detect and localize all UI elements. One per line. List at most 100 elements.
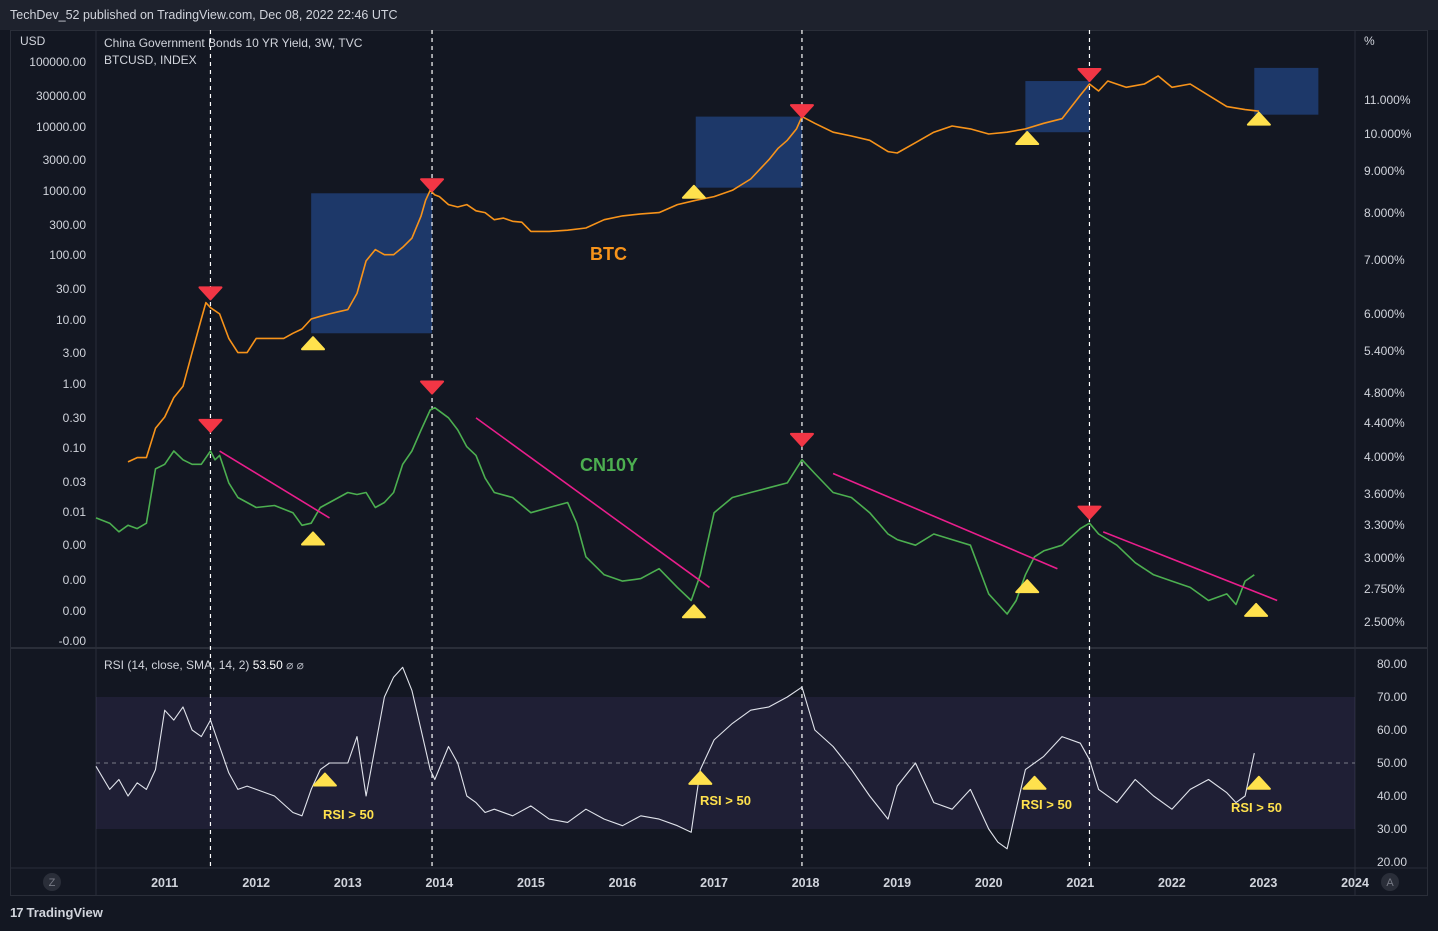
rsi-axis-tick: 40.00 [1377, 789, 1407, 803]
right-axis-tick: 9.000% [1364, 164, 1405, 178]
time-axis-tick: 2019 [883, 876, 911, 890]
buy-marker-8 [312, 772, 337, 787]
right-axis-tick: 6.000% [1364, 307, 1405, 321]
top-bar [0, 0, 1438, 30]
left-axis-tick: 30.00 [56, 282, 86, 296]
sell-marker-1 [420, 178, 445, 193]
left-axis-tick: 100000.00 [29, 55, 86, 69]
right-axis-tick: 2.500% [1364, 615, 1405, 629]
left-axis-tick: 0.00 [63, 538, 87, 552]
buy-marker-6 [1015, 579, 1040, 594]
legend-line1: China Government Bonds 10 YR Yield, 3W, … [104, 36, 363, 50]
left-axis-tick: 3.00 [63, 346, 87, 360]
left-axis-tick: 0.01 [63, 505, 87, 519]
sell-marker-0 [198, 286, 223, 301]
buy-marker-5 [681, 604, 706, 619]
time-axis-tick: 2014 [425, 876, 453, 890]
sell-marker-2 [789, 104, 814, 119]
right-axis-tick: 2.750% [1364, 582, 1405, 596]
buy-marker-0 [301, 336, 326, 351]
time-axis-tick: 2018 [792, 876, 820, 890]
tradingview-logo-icon: 17 [10, 905, 24, 920]
right-axis-tick: 7.000% [1364, 253, 1405, 267]
time-axis-tick: 2017 [700, 876, 728, 890]
right-axis-tick: 5.400% [1364, 344, 1405, 358]
sell-marker-4 [198, 418, 223, 433]
rsi-axis-tick: 30.00 [1377, 822, 1407, 836]
left-axis-tick: 0.03 [63, 475, 87, 489]
sell-marker-7 [1077, 505, 1102, 520]
time-axis-tick: 2021 [1066, 876, 1094, 890]
trendline-1 [475, 417, 710, 589]
trendline-2 [832, 472, 1058, 570]
left-axis-tick: 10000.00 [36, 120, 86, 134]
left-axis-tick: 100.00 [49, 248, 86, 262]
series-btcusd [127, 75, 1259, 463]
sell-marker-3 [1077, 68, 1102, 83]
time-axis-tick: 2020 [975, 876, 1003, 890]
auto-scale-button[interactable]: A [1381, 873, 1399, 891]
right-axis-tick: 4.800% [1364, 386, 1405, 400]
auto-scale-label: A [1386, 877, 1394, 889]
right-axis-tick: 8.000% [1364, 206, 1405, 220]
left-axis-tick: 10.00 [56, 313, 86, 327]
right-axis-tick: 4.400% [1364, 416, 1405, 430]
time-axis-tick: 2015 [517, 876, 545, 890]
left-axis-tick: 3000.00 [43, 153, 87, 167]
rsi-band [96, 697, 1355, 829]
zoom-z-label: Z [49, 877, 56, 889]
auto-scale-circle [1381, 873, 1399, 891]
left-axis-tick: 0.30 [63, 411, 87, 425]
tradingview-brand: TradingView [26, 905, 103, 920]
rsi-note-1: RSI > 50 [700, 793, 751, 808]
cn10y-label: CN10Y [580, 455, 638, 475]
rsi-legend: RSI (14, close, SMA, 14, 2) 53.50 ⌀ ⌀ [104, 658, 304, 672]
rsi-axis-tick: 70.00 [1377, 690, 1407, 704]
trendline-3 [1102, 531, 1278, 602]
buy-marker-9 [688, 770, 713, 785]
trendline-0 [219, 450, 330, 519]
zoom-z-button[interactable]: Z [43, 873, 61, 891]
right-axis-tick: 11.000% [1364, 93, 1411, 107]
buy-marker-3 [1246, 111, 1271, 126]
right-axis-tick: 4.000% [1364, 450, 1405, 464]
rsi-legend-value: 53.50 [253, 658, 286, 672]
time-axis-tick: 2023 [1250, 876, 1278, 890]
rsi-axis-tick: 60.00 [1377, 723, 1407, 737]
published-info: TechDev_52 published on TradingView.com,… [10, 8, 398, 22]
sell-marker-5 [420, 380, 445, 395]
left-axis-tick: 30000.00 [36, 89, 86, 103]
right-axis-tick: 3.300% [1364, 518, 1405, 532]
buy-marker-1 [681, 184, 706, 199]
cycle-box-0 [311, 193, 433, 334]
left-axis-tick: 0.00 [63, 573, 87, 587]
rsi-note-0: RSI > 50 [323, 807, 374, 822]
cycle-box-1 [695, 116, 802, 188]
rsi-axis-tick: 20.00 [1377, 855, 1407, 869]
left-axis-tick: 0.00 [63, 604, 87, 618]
cycle-box-2 [1025, 81, 1090, 133]
buy-marker-10 [1022, 775, 1047, 790]
left-axis-tick: 0.10 [63, 441, 87, 455]
buy-marker-4 [301, 531, 326, 546]
rsi-legend-icons: ⌀ ⌀ [286, 658, 304, 672]
series-rsi [95, 666, 1255, 850]
tradingview-logo[interactable]: 17 TradingView [10, 905, 103, 920]
cycle-box-3 [1254, 67, 1319, 115]
time-axis-tick: 2022 [1158, 876, 1186, 890]
left-axis-tick: 1000.00 [43, 184, 87, 198]
time-axis-tick: 2011 [151, 876, 178, 890]
buy-marker-7 [1244, 602, 1269, 617]
left-axis-unit: USD [20, 34, 46, 48]
buy-marker-2 [1015, 131, 1040, 146]
bottom-bar [0, 897, 1438, 931]
rsi-note-2: RSI > 50 [1021, 797, 1072, 812]
rsi-axis-tick: 80.00 [1377, 657, 1407, 671]
right-axis-tick: 3.000% [1364, 551, 1405, 565]
time-axis-tick: 2024 [1341, 876, 1369, 890]
right-axis-tick: 10.000% [1364, 127, 1412, 141]
btc-label: BTC [590, 244, 627, 264]
left-axis-tick: 300.00 [49, 218, 86, 232]
time-axis-tick: 2016 [609, 876, 637, 890]
